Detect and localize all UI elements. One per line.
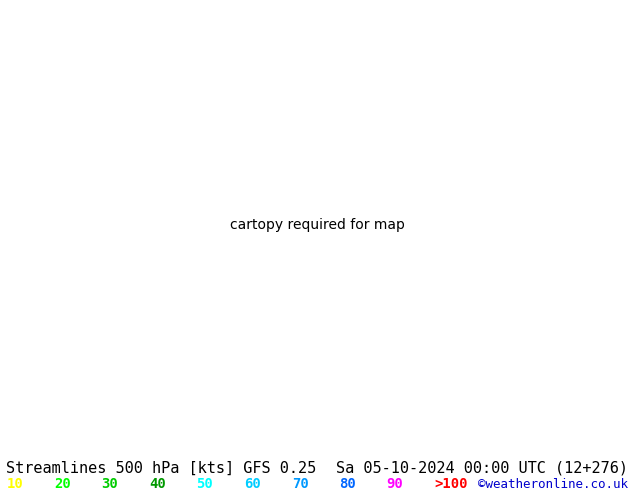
- Text: 40: 40: [149, 477, 165, 490]
- Text: 30: 30: [101, 477, 118, 490]
- Text: 70: 70: [292, 477, 308, 490]
- Text: cartopy required for map: cartopy required for map: [230, 219, 404, 232]
- Text: 20: 20: [54, 477, 70, 490]
- Text: 50: 50: [197, 477, 213, 490]
- Text: ©weatheronline.co.uk: ©weatheronline.co.uk: [477, 478, 628, 490]
- Text: 10: 10: [6, 477, 23, 490]
- Text: Sa 05-10-2024 00:00 UTC (12+276): Sa 05-10-2024 00:00 UTC (12+276): [335, 461, 628, 476]
- Text: Streamlines 500 hPa [kts] GFS 0.25: Streamlines 500 hPa [kts] GFS 0.25: [6, 461, 316, 476]
- Text: 60: 60: [244, 477, 261, 490]
- Text: 80: 80: [339, 477, 356, 490]
- Text: >100: >100: [434, 477, 468, 490]
- Text: 90: 90: [387, 477, 403, 490]
